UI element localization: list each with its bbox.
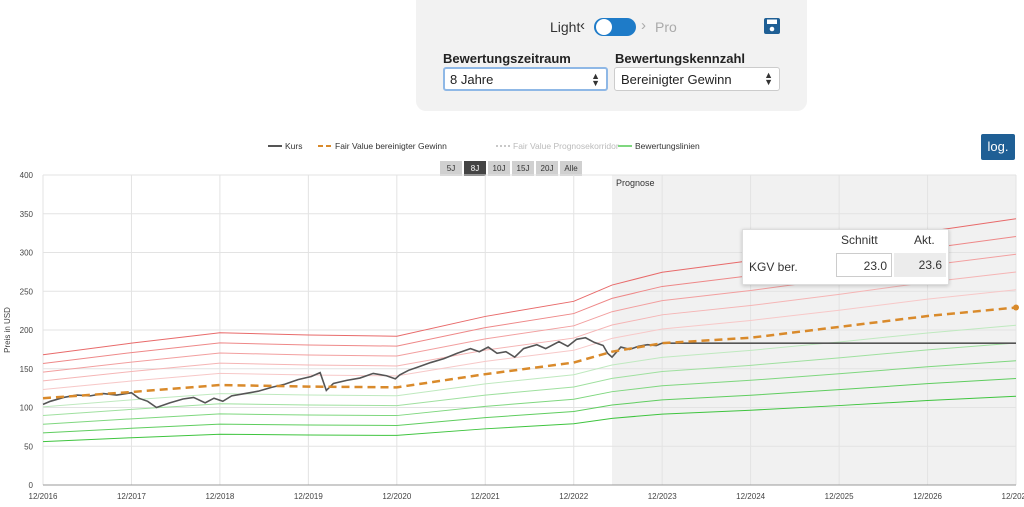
y-tick-label: 50 bbox=[24, 442, 33, 451]
legend-item[interactable]: Kurs bbox=[285, 141, 302, 151]
range-buttons: 5J 8J 10J 15J 20J Alle bbox=[440, 161, 582, 176]
control-panel: Light ‹ › Pro Bewertungszeitraum 8 Jahre… bbox=[416, 0, 807, 111]
valuation-line-0.5 bbox=[42, 395, 1017, 443]
mode-toggle[interactable] bbox=[594, 18, 636, 36]
x-tick-label: 12/2016 bbox=[29, 492, 58, 501]
range-button-10j[interactable]: 10J bbox=[488, 161, 510, 176]
x-tick-label: 12/2020 bbox=[382, 492, 411, 501]
y-tick-label: 350 bbox=[20, 210, 34, 219]
valuation-line-0.7 bbox=[42, 360, 1017, 425]
tooltip-row-label: KGV ber. bbox=[749, 260, 798, 274]
x-tick-label: 12/2019 bbox=[294, 492, 323, 501]
period-select-value: 8 Jahre bbox=[450, 72, 494, 87]
x-tick-label: 12/2017 bbox=[117, 492, 146, 501]
range-button-8j[interactable]: 8J bbox=[464, 161, 486, 176]
x-tick-label: 12/2021 bbox=[471, 492, 500, 501]
fair-value-end-marker bbox=[1013, 304, 1019, 311]
range-button-alle[interactable]: Alle bbox=[560, 161, 582, 176]
y-tick-label: 400 bbox=[20, 171, 34, 180]
tooltip-col-current: Akt. bbox=[914, 233, 935, 247]
valuation-line-1.2 bbox=[42, 271, 1017, 382]
x-tick-label: 12/2026 bbox=[913, 492, 942, 501]
range-button-15j[interactable]: 15J bbox=[512, 161, 534, 176]
valuation-line-0.9 bbox=[42, 324, 1017, 408]
y-tick-label: 150 bbox=[20, 365, 34, 374]
y-tick-label: 0 bbox=[29, 481, 34, 490]
chevron-right-icon: › bbox=[641, 17, 646, 34]
toggle-knob bbox=[596, 19, 612, 35]
x-tick-label: 12/2025 bbox=[825, 492, 854, 501]
period-select[interactable]: 8 Jahre ▲ ▼ bbox=[443, 67, 608, 91]
select-arrows-icon: ▲ ▼ bbox=[591, 71, 600, 88]
y-tick-label: 100 bbox=[20, 404, 34, 413]
x-tick-label: 12/2022 bbox=[559, 492, 588, 501]
metric-select[interactable]: Bereinigter Gewinn ▲ ▼ bbox=[614, 67, 780, 91]
valuation-line-0.6 bbox=[42, 378, 1017, 434]
period-label: Bewertungszeitraum bbox=[443, 51, 571, 66]
legend-item[interactable]: Fair Value Prognosekorridor bbox=[513, 141, 619, 151]
select-arrows-icon: ▲ ▼ bbox=[764, 70, 773, 87]
range-button-5j[interactable]: 5J bbox=[440, 161, 462, 176]
log-scale-button[interactable]: log. bbox=[981, 134, 1015, 160]
valuation-line-1.1 bbox=[42, 289, 1017, 391]
tooltip-current-value: 23.6 bbox=[894, 253, 946, 277]
kgv-tooltip: Schnitt Akt. KGV ber. 23.0 23.6 bbox=[742, 229, 949, 285]
metric-select-value: Bereinigter Gewinn bbox=[621, 72, 732, 87]
valuation-line-0.8 bbox=[42, 342, 1017, 417]
price-line bbox=[42, 336, 1016, 409]
x-tick-label: 12/2018 bbox=[205, 492, 234, 501]
x-tick-label: 12/2023 bbox=[648, 492, 677, 501]
chevron-left-icon: ‹ bbox=[580, 17, 585, 34]
tooltip-col-avg: Schnitt bbox=[841, 233, 878, 247]
x-tick-label: 12/2024 bbox=[736, 492, 765, 501]
save-icon[interactable] bbox=[764, 18, 780, 34]
y-tick-label: 250 bbox=[20, 287, 34, 296]
y-tick-label: 200 bbox=[20, 326, 34, 335]
y-axis-label: Preis in USD bbox=[3, 307, 12, 353]
valuation-chart: Prognose 0 50 100 150 200 250 300 350 400 12/2016… bbox=[3, 141, 1024, 501]
mode-toggle-row: Light ‹ › Pro bbox=[416, 16, 807, 38]
legend-item[interactable]: Fair Value bereinigter Gewinn bbox=[335, 141, 447, 151]
y-tick-label: 300 bbox=[20, 249, 34, 258]
mode-light-label[interactable]: Light bbox=[550, 19, 581, 35]
metric-label: Bewertungskennzahl bbox=[615, 51, 746, 66]
tooltip-avg-value[interactable]: 23.0 bbox=[836, 253, 892, 277]
range-button-20j[interactable]: 20J bbox=[536, 161, 558, 176]
forecast-label: Prognose bbox=[616, 178, 655, 188]
legend-item[interactable]: Bewertungslinien bbox=[635, 141, 700, 151]
mode-pro-label[interactable]: Pro bbox=[655, 19, 677, 35]
x-tick-label: 12/2027 bbox=[1002, 492, 1024, 501]
